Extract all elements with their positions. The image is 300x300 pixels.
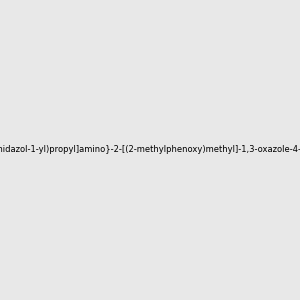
Text: 5-{[3-(1H-imidazol-1-yl)propyl]amino}-2-[(2-methylphenoxy)methyl]-1,3-oxazole-4-: 5-{[3-(1H-imidazol-1-yl)propyl]amino}-2-…	[0, 146, 300, 154]
